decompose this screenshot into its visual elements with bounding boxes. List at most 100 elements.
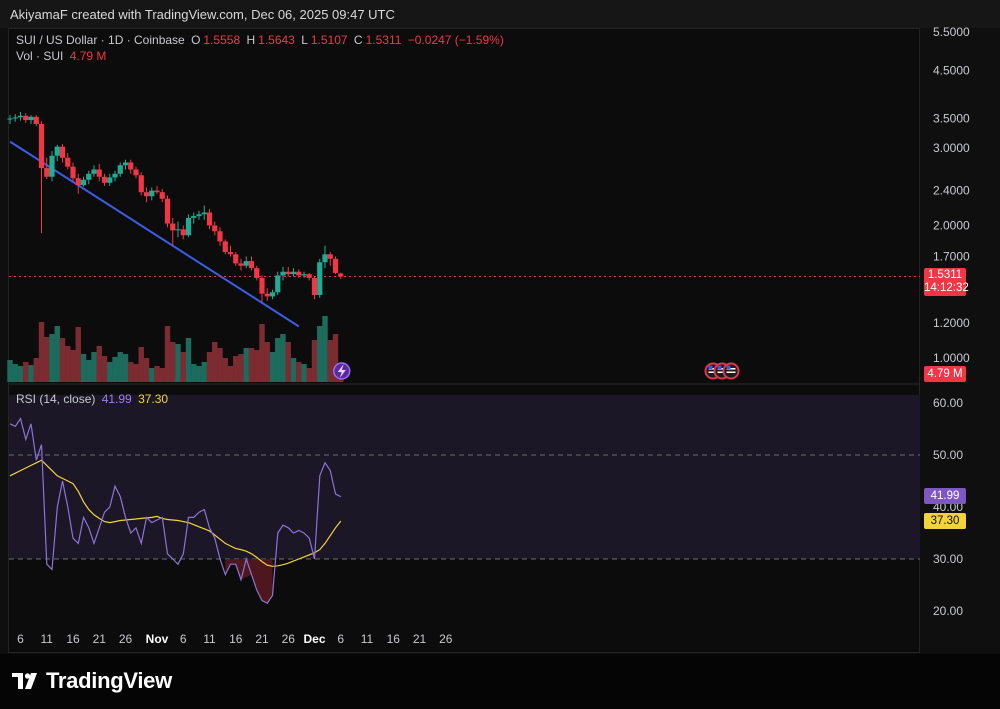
volume-bar [248, 348, 255, 382]
volume-bar [170, 342, 176, 382]
rsi-tag: 41.99 [924, 488, 966, 504]
volume-bar [201, 362, 207, 382]
flag-canton [717, 365, 722, 369]
low-label: L [301, 33, 308, 47]
change-value: −0.0247 (−1.59%) [407, 33, 504, 47]
price-axis-tick: 1.0000 [933, 351, 970, 365]
price-axis-tick: 1.2000 [933, 316, 970, 330]
volume-bar [259, 324, 265, 382]
volume-bar [86, 360, 92, 382]
rsi-line[interactable] [9, 417, 342, 604]
volume-bar [101, 356, 108, 382]
x-axis-tick: 11 [203, 632, 216, 646]
candle-body [201, 212, 207, 215]
candle-body [7, 118, 13, 120]
volume-bar [175, 344, 181, 382]
candle-body [254, 268, 260, 278]
x-axis-tick: Nov [146, 632, 169, 646]
rsi-legend[interactable]: RSI (14, close) 41.99 37.30 [16, 392, 171, 406]
candle-body [327, 254, 333, 259]
candle-body [269, 292, 276, 297]
candle-body [80, 179, 87, 186]
volume-bar [80, 354, 87, 382]
volume-legend[interactable]: Vol · SUI 4.79 M [16, 49, 109, 63]
volume-value: 4.79 M [69, 49, 107, 63]
candle-body [117, 165, 123, 174]
open-label: O [191, 33, 201, 47]
tradingview-logo[interactable]: TradingView [12, 668, 172, 694]
candle-body [154, 190, 160, 193]
volume-bar [17, 366, 24, 382]
candle-body [65, 157, 71, 167]
rsi-value: 41.99 [101, 392, 132, 406]
candle-body [290, 271, 297, 275]
candle-body [107, 177, 113, 183]
symbol-name[interactable]: SUI / US Dollar · 1D · Coinbase [16, 33, 185, 47]
x-axis-tick: 6 [337, 632, 344, 646]
volume-bar [12, 364, 18, 382]
volume-bar [280, 334, 286, 382]
price-axis-tick: 2.0000 [933, 218, 970, 232]
candle-body [301, 274, 307, 276]
flag-canton [726, 365, 731, 369]
volume-bar [269, 352, 276, 382]
volume-bar [96, 346, 102, 382]
candle-body [280, 271, 286, 276]
candle-body [170, 223, 176, 231]
x-axis-tick: 21 [413, 632, 427, 646]
volume-bar [311, 340, 318, 382]
flag-stripe [717, 368, 727, 370]
trendline[interactable] [9, 140, 300, 328]
candle-body [59, 146, 66, 158]
candle-body [180, 229, 186, 236]
flag-stripe [717, 371, 727, 373]
rsi-ma-line[interactable] [9, 459, 342, 567]
volume-bar [191, 364, 197, 382]
close-value: 1.5311 [365, 33, 402, 47]
candle-body [222, 241, 228, 253]
volume-bar [196, 366, 202, 382]
volume-bar [290, 358, 297, 382]
rsi-axis-tick: 60.00 [933, 396, 963, 410]
x-axis-tick: Dec [303, 632, 325, 646]
candle-body [185, 217, 192, 236]
x-axis-tick: 16 [66, 632, 80, 646]
volume-bar [70, 350, 76, 382]
flag-canton [708, 365, 713, 369]
x-axis-tick: 26 [282, 632, 296, 646]
rsi-axis-tick: 30.00 [933, 552, 963, 566]
volume-bar [138, 347, 144, 382]
countdown-value: 14:12:32 [924, 282, 969, 294]
volume-bar [185, 338, 192, 382]
volume-bar [54, 326, 60, 382]
volume-bar [317, 326, 323, 382]
volume-bar [23, 362, 29, 382]
volume-bar [243, 348, 249, 382]
candle-body [259, 277, 265, 294]
volume-bar [164, 326, 171, 382]
candle-body [133, 169, 139, 176]
volume-bar [212, 342, 218, 382]
volume-bar [285, 342, 291, 382]
us-flag-event-icon[interactable] [722, 362, 740, 380]
x-axis-tick: 21 [93, 632, 107, 646]
candle-body [23, 115, 29, 121]
candle-body [101, 176, 108, 183]
attribution-bar: AkiyamaF created with TradingView.com, D… [0, 0, 1000, 28]
flag-stripe [708, 371, 718, 373]
volume-bar [112, 357, 118, 382]
lightning-glyph [337, 364, 346, 378]
rsi-ma-tag: 37.30 [924, 513, 966, 529]
symbol-legend[interactable]: SUI / US Dollar · 1D · Coinbase O 1.5558 … [16, 33, 507, 47]
candle-body [311, 277, 318, 296]
candle-body [332, 258, 339, 273]
volume-bar [59, 338, 66, 382]
rsi-axis-tick: 50.00 [933, 448, 963, 462]
last-price-tag: 1.5311 14:12:32 [924, 268, 969, 296]
volume-bar [306, 368, 312, 382]
x-axis-tick: 6 [180, 632, 187, 646]
volume-bar [238, 354, 244, 382]
volume-bar [49, 334, 55, 382]
volume-bar [28, 365, 34, 382]
